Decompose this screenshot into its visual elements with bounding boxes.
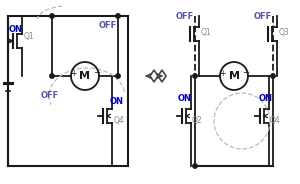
Circle shape (116, 74, 120, 78)
Circle shape (50, 74, 54, 78)
Text: ON: ON (9, 24, 23, 33)
Text: OFF: OFF (176, 12, 194, 21)
Text: −: − (94, 68, 100, 77)
Circle shape (271, 74, 275, 78)
Text: Q2: Q2 (192, 116, 202, 125)
Text: Q1: Q1 (201, 27, 211, 36)
Circle shape (193, 164, 197, 168)
Text: Q4: Q4 (270, 116, 281, 125)
Text: Q1: Q1 (24, 31, 34, 40)
Text: −: − (242, 68, 250, 77)
Text: OFF: OFF (254, 12, 272, 21)
Circle shape (193, 74, 197, 78)
Text: OFF: OFF (99, 21, 117, 30)
Text: Q4: Q4 (114, 116, 125, 125)
Text: ON: ON (110, 96, 124, 105)
Circle shape (50, 14, 54, 18)
Text: Q3: Q3 (279, 27, 290, 36)
Text: OFF: OFF (41, 91, 59, 100)
Text: ON: ON (259, 94, 273, 103)
Text: ON: ON (178, 94, 192, 103)
Text: M: M (80, 71, 91, 81)
Circle shape (116, 14, 120, 18)
Text: +: + (219, 68, 225, 77)
Text: +: + (70, 68, 76, 77)
Text: M: M (229, 71, 239, 81)
